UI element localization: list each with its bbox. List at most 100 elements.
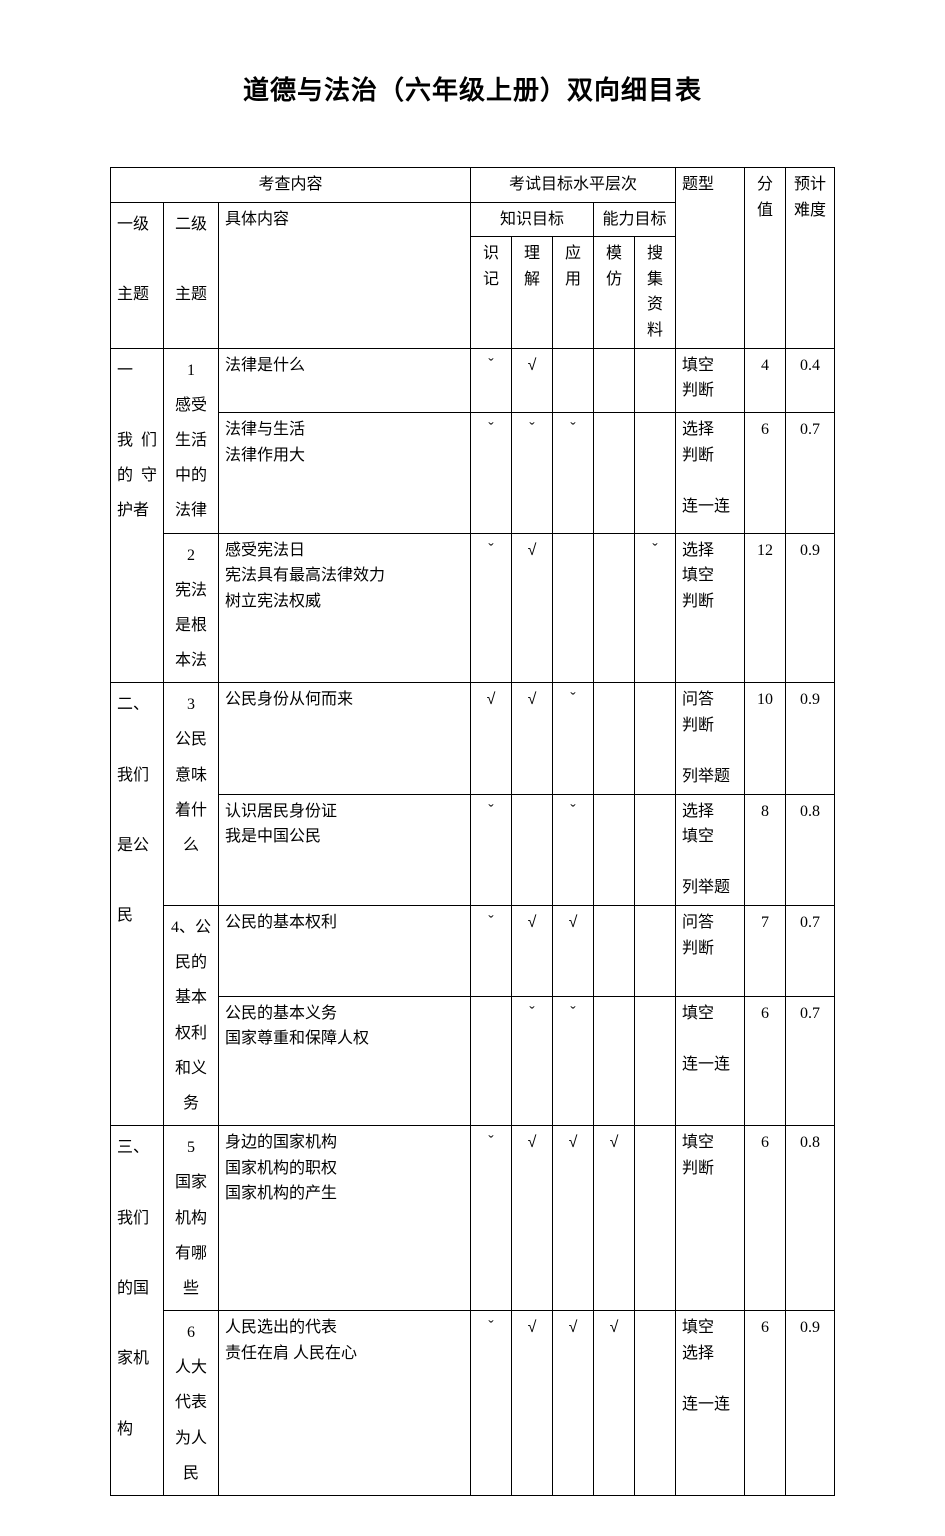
cell-mark: ˇ: [471, 413, 512, 533]
cell-mark: √: [512, 1311, 553, 1496]
hdr-l2: 二级主题: [164, 202, 219, 348]
cell-mark: [594, 996, 635, 1125]
cell-content: 身边的国家机构国家机构的职权国家机构的产生: [219, 1126, 471, 1311]
cell-score: 6: [745, 1311, 786, 1496]
cell-l2: 1感受生活中的法律: [164, 348, 219, 533]
cell-content: 人民选出的代表责任在肩 人民在心: [219, 1311, 471, 1496]
cell-mark: ˇ: [553, 413, 594, 533]
cell-mark: ˇ: [471, 906, 512, 997]
cell-mark: [471, 996, 512, 1125]
table-row: 6人大代表为人民 人民选出的代表责任在肩 人民在心 ˇ √ √ √ 填空选择连一…: [111, 1311, 835, 1496]
cell-content: 法律是什么: [219, 348, 471, 413]
cell-mark: ˇ: [471, 1126, 512, 1311]
cell-l2: 2宪法是根本法: [164, 533, 219, 683]
cell-content: 认识居民身份证我是中国公民: [219, 794, 471, 905]
cell-diff: 0.7: [786, 413, 835, 533]
hdr-collect: 搜集资料: [635, 237, 676, 348]
hdr-ability: 能力目标: [594, 202, 676, 237]
cell-mark: [594, 906, 635, 997]
hdr-apply: 应用: [553, 237, 594, 348]
cell-qtype: 问答判断列举题: [676, 683, 745, 794]
cell-mark: √: [512, 906, 553, 997]
cell-mark: √: [512, 1126, 553, 1311]
cell-score: 10: [745, 683, 786, 794]
cell-l1: 二、我们是公民: [111, 683, 164, 1126]
cell-mark: √: [594, 1311, 635, 1496]
cell-mark: √: [553, 906, 594, 997]
cell-score: 6: [745, 1126, 786, 1311]
cell-mark: √: [512, 348, 553, 413]
cell-score: 12: [745, 533, 786, 683]
cell-mark: ˇ: [512, 413, 553, 533]
cell-mark: [594, 683, 635, 794]
cell-content: 法律与生活法律作用大: [219, 413, 471, 533]
cell-diff: 0.7: [786, 906, 835, 997]
cell-mark: [635, 996, 676, 1125]
cell-mark: √: [553, 1311, 594, 1496]
cell-mark: √: [553, 1126, 594, 1311]
table-row: 三、我们的国家机构 5国家机构有哪些 身边的国家机构国家机构的职权国家机构的产生…: [111, 1126, 835, 1311]
table-row: 法律与生活法律作用大 ˇ ˇ ˇ 选择判断连一连 6 0.7: [111, 413, 835, 533]
cell-content: 感受宪法日宪法具有最高法律效力树立宪法权威: [219, 533, 471, 683]
cell-diff: 0.9: [786, 683, 835, 794]
cell-mark: √: [512, 683, 553, 794]
cell-mark: [635, 1311, 676, 1496]
table-row: 二、我们是公民 3公民意味着什么 公民身份从何而来 √ √ ˇ 问答判断列举题 …: [111, 683, 835, 794]
cell-l1: 一我们的守护者: [111, 348, 164, 683]
cell-mark: [553, 533, 594, 683]
cell-mark: [594, 794, 635, 905]
cell-mark: [635, 683, 676, 794]
cell-mark: [594, 413, 635, 533]
cell-diff: 0.4: [786, 348, 835, 413]
cell-diff: 0.9: [786, 1311, 835, 1496]
cell-mark: ˇ: [553, 794, 594, 905]
cell-mark: ˇ: [471, 348, 512, 413]
table-row: 2宪法是根本法 感受宪法日宪法具有最高法律效力树立宪法权威 ˇ √ ˇ 选择填空…: [111, 533, 835, 683]
cell-l2: 5国家机构有哪些: [164, 1126, 219, 1311]
hdr-difficulty: 预计难度: [786, 168, 835, 349]
cell-mark: [635, 348, 676, 413]
cell-content: 公民身份从何而来: [219, 683, 471, 794]
hdr-understand: 理解: [512, 237, 553, 348]
cell-mark: ˇ: [471, 1311, 512, 1496]
table-row: 4、公民的基本权利和义务 公民的基本权利 ˇ √ √ 问答判断 7 0.7: [111, 906, 835, 997]
table-row: 一我们的守护者 1感受生活中的法律 法律是什么 ˇ √ 填空判断 4 0.4: [111, 348, 835, 413]
cell-qtype: 选择填空判断: [676, 533, 745, 683]
hdr-remember: 识记: [471, 237, 512, 348]
cell-score: 6: [745, 413, 786, 533]
hdr-l1: 一级主题: [111, 202, 164, 348]
cell-diff: 0.9: [786, 533, 835, 683]
cell-mark: √: [512, 533, 553, 683]
cell-qtype: 填空判断: [676, 348, 745, 413]
page-title: 道德与法治（六年级上册）双向细目表: [110, 70, 835, 107]
cell-qtype: 选择填空列举题: [676, 794, 745, 905]
cell-mark: [635, 1126, 676, 1311]
cell-mark: ˇ: [471, 794, 512, 905]
cell-content: 公民的基本义务国家尊重和保障人权: [219, 996, 471, 1125]
cell-mark: ˇ: [471, 533, 512, 683]
cell-l2: 6人大代表为人民: [164, 1311, 219, 1496]
hdr-score: 分值: [745, 168, 786, 349]
cell-mark: [594, 533, 635, 683]
cell-content: 公民的基本权利: [219, 906, 471, 997]
cell-mark: [594, 348, 635, 413]
hdr-qtype: 题型: [676, 168, 745, 349]
hdr-goal-level: 考试目标水平层次: [471, 168, 676, 203]
hdr-imitate: 模仿: [594, 237, 635, 348]
cell-mark: [635, 413, 676, 533]
cell-mark: √: [594, 1126, 635, 1311]
hdr-content: 具体内容: [219, 202, 471, 348]
cell-qtype: 填空判断: [676, 1126, 745, 1311]
table-row: 公民的基本义务国家尊重和保障人权 ˇ ˇ 填空连一连 6 0.7: [111, 996, 835, 1125]
cell-qtype: 填空连一连: [676, 996, 745, 1125]
cell-mark: [635, 794, 676, 905]
cell-l2: 3公民意味着什么: [164, 683, 219, 906]
cell-score: 7: [745, 906, 786, 997]
cell-score: 4: [745, 348, 786, 413]
table-row: 认识居民身份证我是中国公民 ˇ ˇ 选择填空列举题 8 0.8: [111, 794, 835, 905]
spec-table: 考查内容 考试目标水平层次 题型 分值 预计难度 一级主题 二级主题 具体内容 …: [110, 167, 835, 1496]
cell-mark: ˇ: [553, 683, 594, 794]
cell-l1: 三、我们的国家机构: [111, 1126, 164, 1496]
cell-mark: [635, 906, 676, 997]
hdr-exam-content: 考查内容: [111, 168, 471, 203]
